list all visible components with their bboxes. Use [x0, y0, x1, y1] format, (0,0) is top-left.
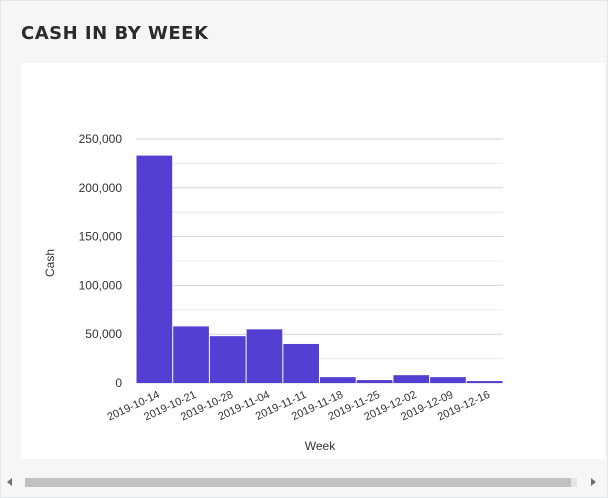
bar-chart: 0 50,000 100,000 150,000 200,000 250,000 2019… [43, 132, 503, 453]
horizontal-scrollbar[interactable] [1, 473, 607, 491]
y-tick-label: 150,000 [79, 230, 123, 244]
plot-panel: 0 50,000 100,000 150,000 200,000 250,000 2019… [21, 63, 605, 459]
bars [136, 155, 503, 383]
y-axis-label: Cash [43, 249, 57, 277]
bar[interactable] [283, 343, 319, 383]
arrow-right-icon[interactable] [591, 478, 596, 486]
scroll-thumb[interactable] [25, 478, 571, 487]
x-axis-label: Week [305, 439, 336, 453]
card-title: CASH IN BY WEEK [21, 23, 209, 44]
bar[interactable] [136, 155, 173, 383]
bar[interactable] [320, 377, 356, 383]
y-tick-label: 250,000 [79, 132, 123, 146]
bar[interactable] [430, 377, 466, 383]
bar[interactable] [209, 336, 246, 383]
bar[interactable] [173, 326, 209, 383]
y-tick-label: 100,000 [79, 278, 123, 292]
y-tick-label: 200,000 [79, 181, 123, 195]
bar[interactable] [246, 329, 283, 383]
bar[interactable] [466, 381, 503, 383]
arrow-left-icon[interactable] [7, 478, 12, 486]
y-tick-label: 50,000 [85, 327, 122, 341]
bar[interactable] [356, 380, 393, 383]
y-tick-label: 0 [115, 376, 122, 390]
bar[interactable] [393, 375, 430, 383]
x-tick-labels: 2019-10-142019-10-212019-10-282019-11-04… [106, 389, 492, 424]
y-tick-labels: 0 50,000 100,000 150,000 200,000 250,000 [79, 132, 123, 390]
